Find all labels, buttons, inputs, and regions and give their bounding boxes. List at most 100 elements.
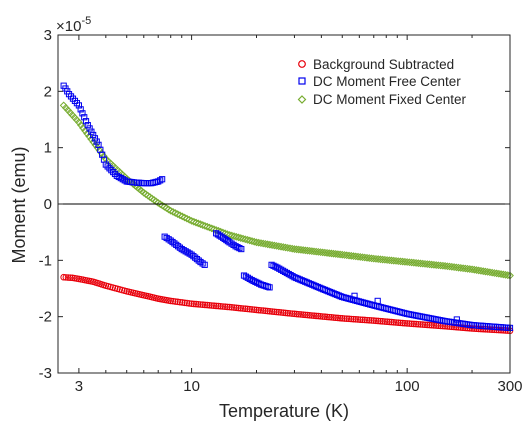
point-dc-moment-fixed-center <box>68 111 77 119</box>
point-dc-moment-free-center <box>159 176 166 183</box>
point-dc-moment-fixed-center <box>169 207 177 216</box>
point-dc-moment-fixed-center <box>277 242 285 251</box>
point-dc-moment-free-center <box>264 283 271 290</box>
point-dc-moment-fixed-center <box>454 263 463 272</box>
point-background-subtracted <box>259 307 267 314</box>
point-dc-moment-free-center <box>351 292 358 299</box>
legend-label-dc-moment-fixed-center: DC Moment Fixed Center <box>313 92 467 107</box>
point-background-subtracted <box>345 315 353 323</box>
point-dc-moment-fixed-center <box>72 115 81 124</box>
point-background-subtracted <box>271 308 278 316</box>
point-dc-moment-free-center <box>374 297 381 304</box>
point-background-subtracted <box>181 299 188 307</box>
point-dc-moment-fixed-center <box>494 269 503 278</box>
point-background-subtracted <box>302 311 309 319</box>
point-background-subtracted <box>399 319 407 327</box>
point-background-subtracted <box>192 300 200 308</box>
point-background-subtracted <box>60 273 67 281</box>
point-background-subtracted <box>206 302 213 309</box>
point-dc-moment-fixed-center <box>160 202 169 211</box>
point-background-subtracted <box>377 317 384 325</box>
point-dc-moment-free-center <box>75 102 82 109</box>
point-background-subtracted <box>397 319 404 327</box>
point-dc-moment-fixed-center <box>173 210 182 219</box>
point-background-subtracted <box>64 274 72 281</box>
point-background-subtracted <box>262 307 269 315</box>
point-background-subtracted <box>321 313 329 321</box>
point-dc-moment-fixed-center <box>201 221 209 230</box>
legend-label-dc-moment-free-center: DC Moment Free Center <box>313 74 461 89</box>
point-dc-moment-free-center <box>93 138 100 145</box>
point-background-subtracted <box>306 311 313 319</box>
point-dc-moment-fixed-center <box>74 118 83 127</box>
point-background-subtracted <box>215 302 222 310</box>
point-background-subtracted <box>325 313 333 321</box>
y-multiplier: ×10-5 <box>56 15 91 35</box>
point-background-subtracted <box>219 303 227 310</box>
point-background-subtracted <box>356 316 364 323</box>
point-dc-moment-fixed-center <box>365 254 374 262</box>
point-dc-moment-fixed-center <box>468 265 476 274</box>
point-dc-moment-fixed-center <box>351 252 360 261</box>
point-background-subtracted <box>188 300 195 308</box>
point-background-subtracted <box>394 319 402 326</box>
point-dc-moment-fixed-center <box>499 270 508 279</box>
point-dc-moment-fixed-center <box>176 211 184 220</box>
point-dc-moment-fixed-center <box>248 237 256 245</box>
point-background-subtracted <box>401 319 409 327</box>
y-tick-label: 2 <box>44 83 52 100</box>
point-background-subtracted <box>334 314 342 322</box>
point-dc-moment-fixed-center <box>363 253 371 262</box>
point-dc-moment-fixed-center <box>185 215 194 224</box>
point-background-subtracted <box>237 304 245 312</box>
point-dc-moment-free-center <box>236 245 243 252</box>
point-background-subtracted <box>172 298 179 305</box>
y-tick-label: -3 <box>39 365 52 382</box>
point-background-subtracted <box>230 304 238 311</box>
point-background-subtracted <box>282 309 289 317</box>
legend-item-dc-moment-free-center: DC Moment Free Center <box>298 74 461 89</box>
point-background-subtracted <box>388 318 395 326</box>
point-background-subtracted <box>323 313 331 321</box>
point-background-subtracted <box>341 315 348 322</box>
x-tick-label: 10 <box>183 378 200 395</box>
point-dc-moment-free-center <box>81 114 88 121</box>
point-background-subtracted <box>197 301 204 308</box>
point-background-subtracted <box>299 311 307 318</box>
point-dc-moment-fixed-center <box>463 264 472 273</box>
point-background-subtracted <box>392 319 400 326</box>
point-background-subtracted <box>328 314 335 321</box>
point-background-subtracted <box>352 316 360 323</box>
point-background-subtracted <box>381 318 389 325</box>
point-background-subtracted <box>232 304 240 312</box>
legend-marker-circle <box>298 60 306 68</box>
point-background-subtracted <box>459 324 467 332</box>
point-dc-moment-fixed-center <box>445 262 454 271</box>
point-background-subtracted <box>317 313 324 320</box>
point-background-subtracted <box>406 320 413 327</box>
point-dc-moment-free-center <box>142 180 149 187</box>
point-background-subtracted <box>365 316 373 324</box>
point-background-subtracted <box>268 308 276 315</box>
point-dc-moment-fixed-center <box>254 238 263 247</box>
point-background-subtracted <box>174 298 181 306</box>
point-dc-moment-fixed-center <box>474 266 483 275</box>
point-background-subtracted <box>248 306 256 313</box>
point-dc-moment-fixed-center <box>288 244 297 253</box>
legend-label-background-subtracted: Background Subtracted <box>313 57 454 72</box>
point-background-subtracted <box>284 309 292 317</box>
plot-marks <box>59 82 514 335</box>
point-dc-moment-free-center <box>88 128 95 135</box>
y-tick-label: 1 <box>44 140 52 157</box>
point-dc-moment-fixed-center <box>459 264 467 273</box>
point-background-subtracted <box>66 274 74 281</box>
point-dc-moment-fixed-center <box>340 251 349 259</box>
point-dc-moment-fixed-center <box>492 269 501 278</box>
point-dc-moment-fixed-center <box>227 231 236 240</box>
legend-marker-square <box>298 77 306 85</box>
point-background-subtracted <box>199 301 207 309</box>
point-background-subtracted <box>363 316 371 324</box>
point-dc-moment-fixed-center <box>87 135 96 144</box>
point-dc-moment-fixed-center <box>281 243 290 252</box>
legend: Background Subtracted DC Moment Free Cen… <box>297 57 467 107</box>
